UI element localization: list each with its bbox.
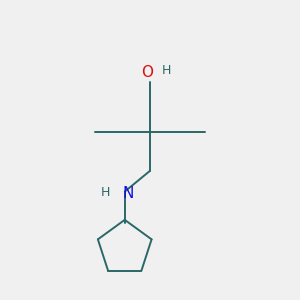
Text: N: N (122, 186, 134, 201)
Text: H: H (101, 186, 110, 199)
Text: O: O (141, 65, 153, 80)
Text: H: H (162, 64, 171, 77)
